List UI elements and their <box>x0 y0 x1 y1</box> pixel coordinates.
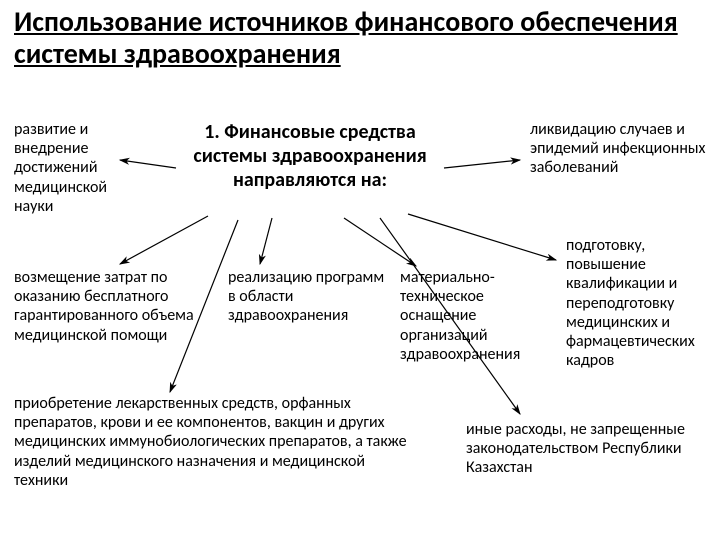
item-b2: реализацию программ в области здравоохра… <box>228 268 388 326</box>
center-line2: системы здравоохранения <box>170 144 450 168</box>
center-line1: 1. Финансовые средства <box>170 120 450 144</box>
arrow-b2 <box>260 218 272 264</box>
item-b3: материально-техническое оснащение органи… <box>400 268 550 364</box>
item-b1: возмещение затрат по оказанию бесплатног… <box>14 268 214 345</box>
item-right1: ликвидацию случаев и эпидемий инфекционн… <box>530 120 706 178</box>
arrow-b3 <box>344 218 416 266</box>
center-heading: 1. Финансовые средства системы здравоохр… <box>170 120 450 192</box>
center-line3: направляются на: <box>170 168 450 192</box>
item-b4: подготовку, повышение квалификации и пер… <box>566 236 712 370</box>
arrow-b4 <box>408 214 556 260</box>
item-bottom-left: приобретение лекарственных средств, орфа… <box>14 394 414 490</box>
item-bottom-right: иные расходы, не запрещенные законодател… <box>466 420 686 478</box>
item-left1: развитие и внедрение достижений медицинс… <box>14 120 144 216</box>
page-title: Использование источников финансового обе… <box>14 6 706 70</box>
arrow-right1 <box>444 160 520 168</box>
arrow-b1 <box>120 216 208 264</box>
